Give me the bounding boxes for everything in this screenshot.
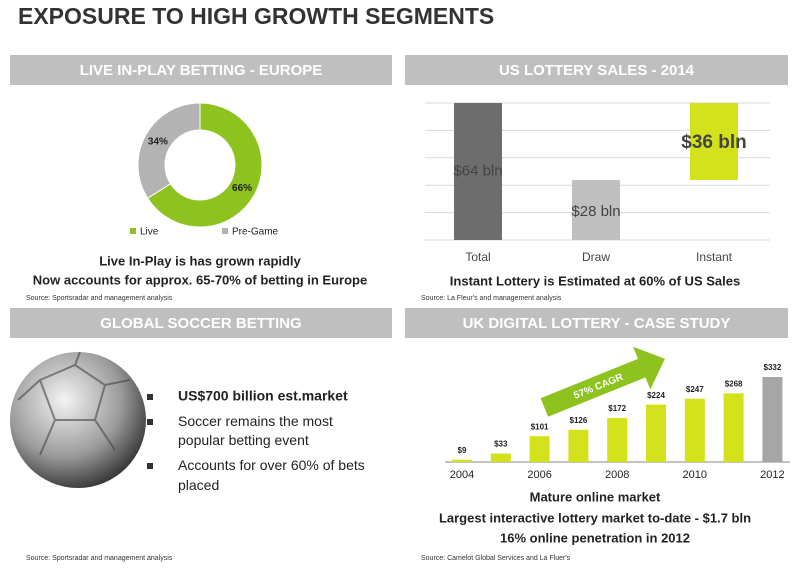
- panel-title: US LOTTERY SALES - 2014: [499, 62, 695, 79]
- bullet: [147, 394, 153, 400]
- data-label: $172: [608, 404, 626, 413]
- data-label: 66%: [232, 183, 252, 194]
- x-tick-label: Draw: [582, 250, 610, 264]
- bullet: [147, 463, 153, 469]
- bar: [452, 459, 472, 462]
- caption: Instant Lottery is Estimated at 60% of U…: [450, 273, 740, 288]
- data-label: $224: [647, 391, 665, 400]
- data-label: 34%: [148, 137, 168, 148]
- caption: Live In-Play is has grown rapidly: [99, 253, 301, 268]
- data-label: $268: [725, 379, 743, 388]
- bullet-text: Soccer remains the most popular betting e…: [178, 413, 333, 448]
- data-label: $28 bln: [571, 203, 620, 220]
- bar: [454, 103, 502, 240]
- x-tick-label: 2010: [683, 469, 707, 481]
- source: Source: Sportsradar and management analy…: [26, 295, 173, 302]
- source: Source: La Fleur's and management analys…: [421, 295, 562, 302]
- x-tick-label: 2012: [760, 469, 784, 481]
- x-tick-label: 2008: [605, 469, 629, 481]
- pie-slice: [137, 102, 201, 199]
- pie-slice: [146, 102, 263, 228]
- legend-label: Live: [140, 227, 159, 238]
- soccer-ball: [10, 351, 146, 488]
- panel-header: [10, 308, 392, 338]
- bar: [646, 404, 666, 462]
- bar: [490, 453, 511, 462]
- data-label: $126: [570, 416, 588, 425]
- bullet-text: US$700 billion est.market: [178, 388, 348, 404]
- x-tick-label: Instant: [696, 250, 733, 264]
- panel-title: GLOBAL SOCCER BETTING: [100, 315, 301, 332]
- legend-label: Pre-Game: [232, 227, 279, 238]
- bar: [690, 103, 738, 181]
- bar: [529, 436, 550, 462]
- panel-header: [405, 308, 788, 338]
- data-label: $101: [531, 422, 549, 431]
- panel-title: UK DIGITAL LOTTERY - CASE STUDY: [463, 315, 731, 332]
- arrow-shape: [540, 346, 665, 417]
- source: Source: Sportsradar and management analy…: [26, 555, 173, 562]
- bar: [723, 393, 744, 462]
- bar: [762, 377, 783, 462]
- caption: Mature online market: [530, 489, 661, 504]
- caption: 16% online penetration in 2012: [500, 530, 690, 545]
- bar: [568, 429, 589, 462]
- panel-header: [10, 55, 392, 85]
- data-label: $332: [764, 363, 782, 372]
- data-label: $64 bln: [453, 162, 502, 179]
- bar: [607, 417, 628, 462]
- data-label: $33: [494, 440, 508, 449]
- data-label: $36 bln: [681, 132, 746, 153]
- panel-header: [405, 55, 788, 85]
- x-tick-label: Total: [465, 250, 490, 264]
- legend-swatch: [222, 228, 228, 234]
- bar: [684, 398, 705, 462]
- data-label: $9: [458, 446, 467, 455]
- caption: Now accounts for approx. 65-70% of betti…: [33, 272, 367, 287]
- caption: Largest interactive lottery market to-da…: [439, 510, 751, 525]
- bar: [572, 180, 620, 240]
- page-title: EXPOSURE TO HIGH GROWTH SEGMENTS: [18, 3, 494, 29]
- x-tick-label: 2004: [450, 469, 474, 481]
- legend-swatch: [130, 228, 136, 234]
- source: Source: Camelot Global Services and La F…: [421, 555, 571, 562]
- x-tick-label: 2006: [527, 469, 551, 481]
- data-label: $247: [686, 385, 704, 394]
- panel-title: LIVE IN-PLAY BETTING - EUROPE: [80, 62, 323, 79]
- bullet: [147, 419, 153, 425]
- bullet-text: Accounts for over 60% of bets placed: [178, 457, 365, 493]
